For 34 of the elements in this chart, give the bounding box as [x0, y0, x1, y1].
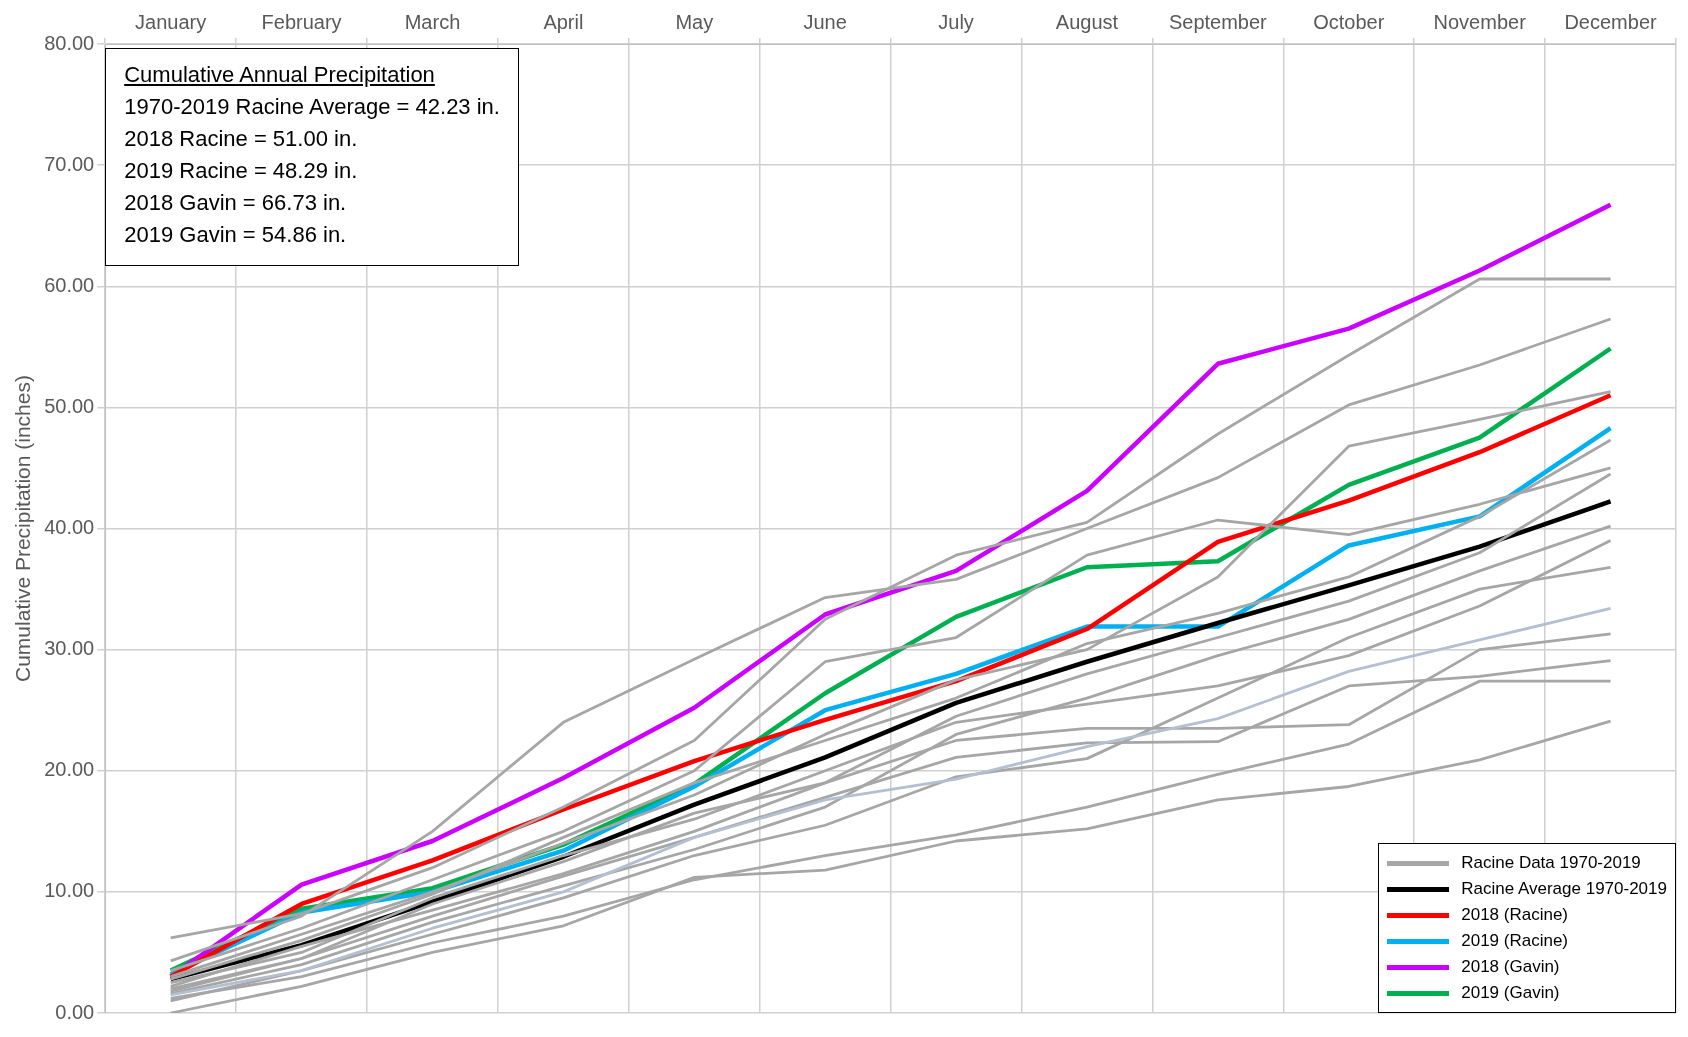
y-tick-label: 50.00: [44, 394, 95, 417]
annotation: 1970-2019 Racine Average = 42.23 in.: [124, 93, 500, 121]
x-tick-label: February: [261, 10, 342, 33]
x-tick-label: July: [938, 10, 974, 33]
y-tick-label: 60.00: [44, 273, 95, 296]
x-tick-label: November: [1433, 10, 1527, 33]
y-axis-title: Cumulative Precipitation (inches): [11, 375, 35, 682]
annotation: 2019 Racine = 48.29 in.: [124, 157, 359, 185]
y-tick-label: 0.00: [55, 1000, 95, 1023]
y-tick-label: 80.00: [44, 31, 95, 54]
legend-label: 2018 (Gavin): [1461, 957, 1560, 977]
x-tick-label: May: [675, 10, 714, 33]
x-tick-label: December: [1564, 10, 1658, 33]
x-tick-label: June: [803, 10, 847, 33]
x-tick-label: January: [135, 10, 207, 33]
y-tick-label: 30.00: [44, 637, 95, 660]
legend-label: Racine Average 1970-2019: [1461, 879, 1667, 899]
annotation: 2019 Gavin = 54.86 in.: [124, 221, 348, 249]
x-tick-label: October: [1313, 10, 1385, 33]
y-tick-label: 20.00: [44, 758, 95, 781]
legend-label: Racine Data 1970-2019: [1461, 853, 1641, 873]
x-tick-label: September: [1168, 10, 1268, 33]
y-tick-label: 10.00: [44, 879, 95, 902]
x-tick-label: March: [404, 10, 461, 33]
legend-label: 2018 (Racine): [1461, 905, 1569, 925]
annotation: 2018 Gavin = 66.73 in.: [124, 189, 348, 217]
annotation: 2018 Racine = 51.00 in.: [124, 125, 359, 153]
legend-label: 2019 (Racine): [1461, 931, 1569, 951]
y-tick-label: 70.00: [44, 152, 95, 175]
x-tick-label: April: [543, 10, 584, 33]
legend-label: 2019 (Gavin): [1461, 983, 1560, 1003]
y-tick-label: 40.00: [44, 516, 95, 539]
text: Cumulative Annual Precipitation: [124, 61, 436, 89]
x-tick-label: August: [1055, 10, 1119, 33]
